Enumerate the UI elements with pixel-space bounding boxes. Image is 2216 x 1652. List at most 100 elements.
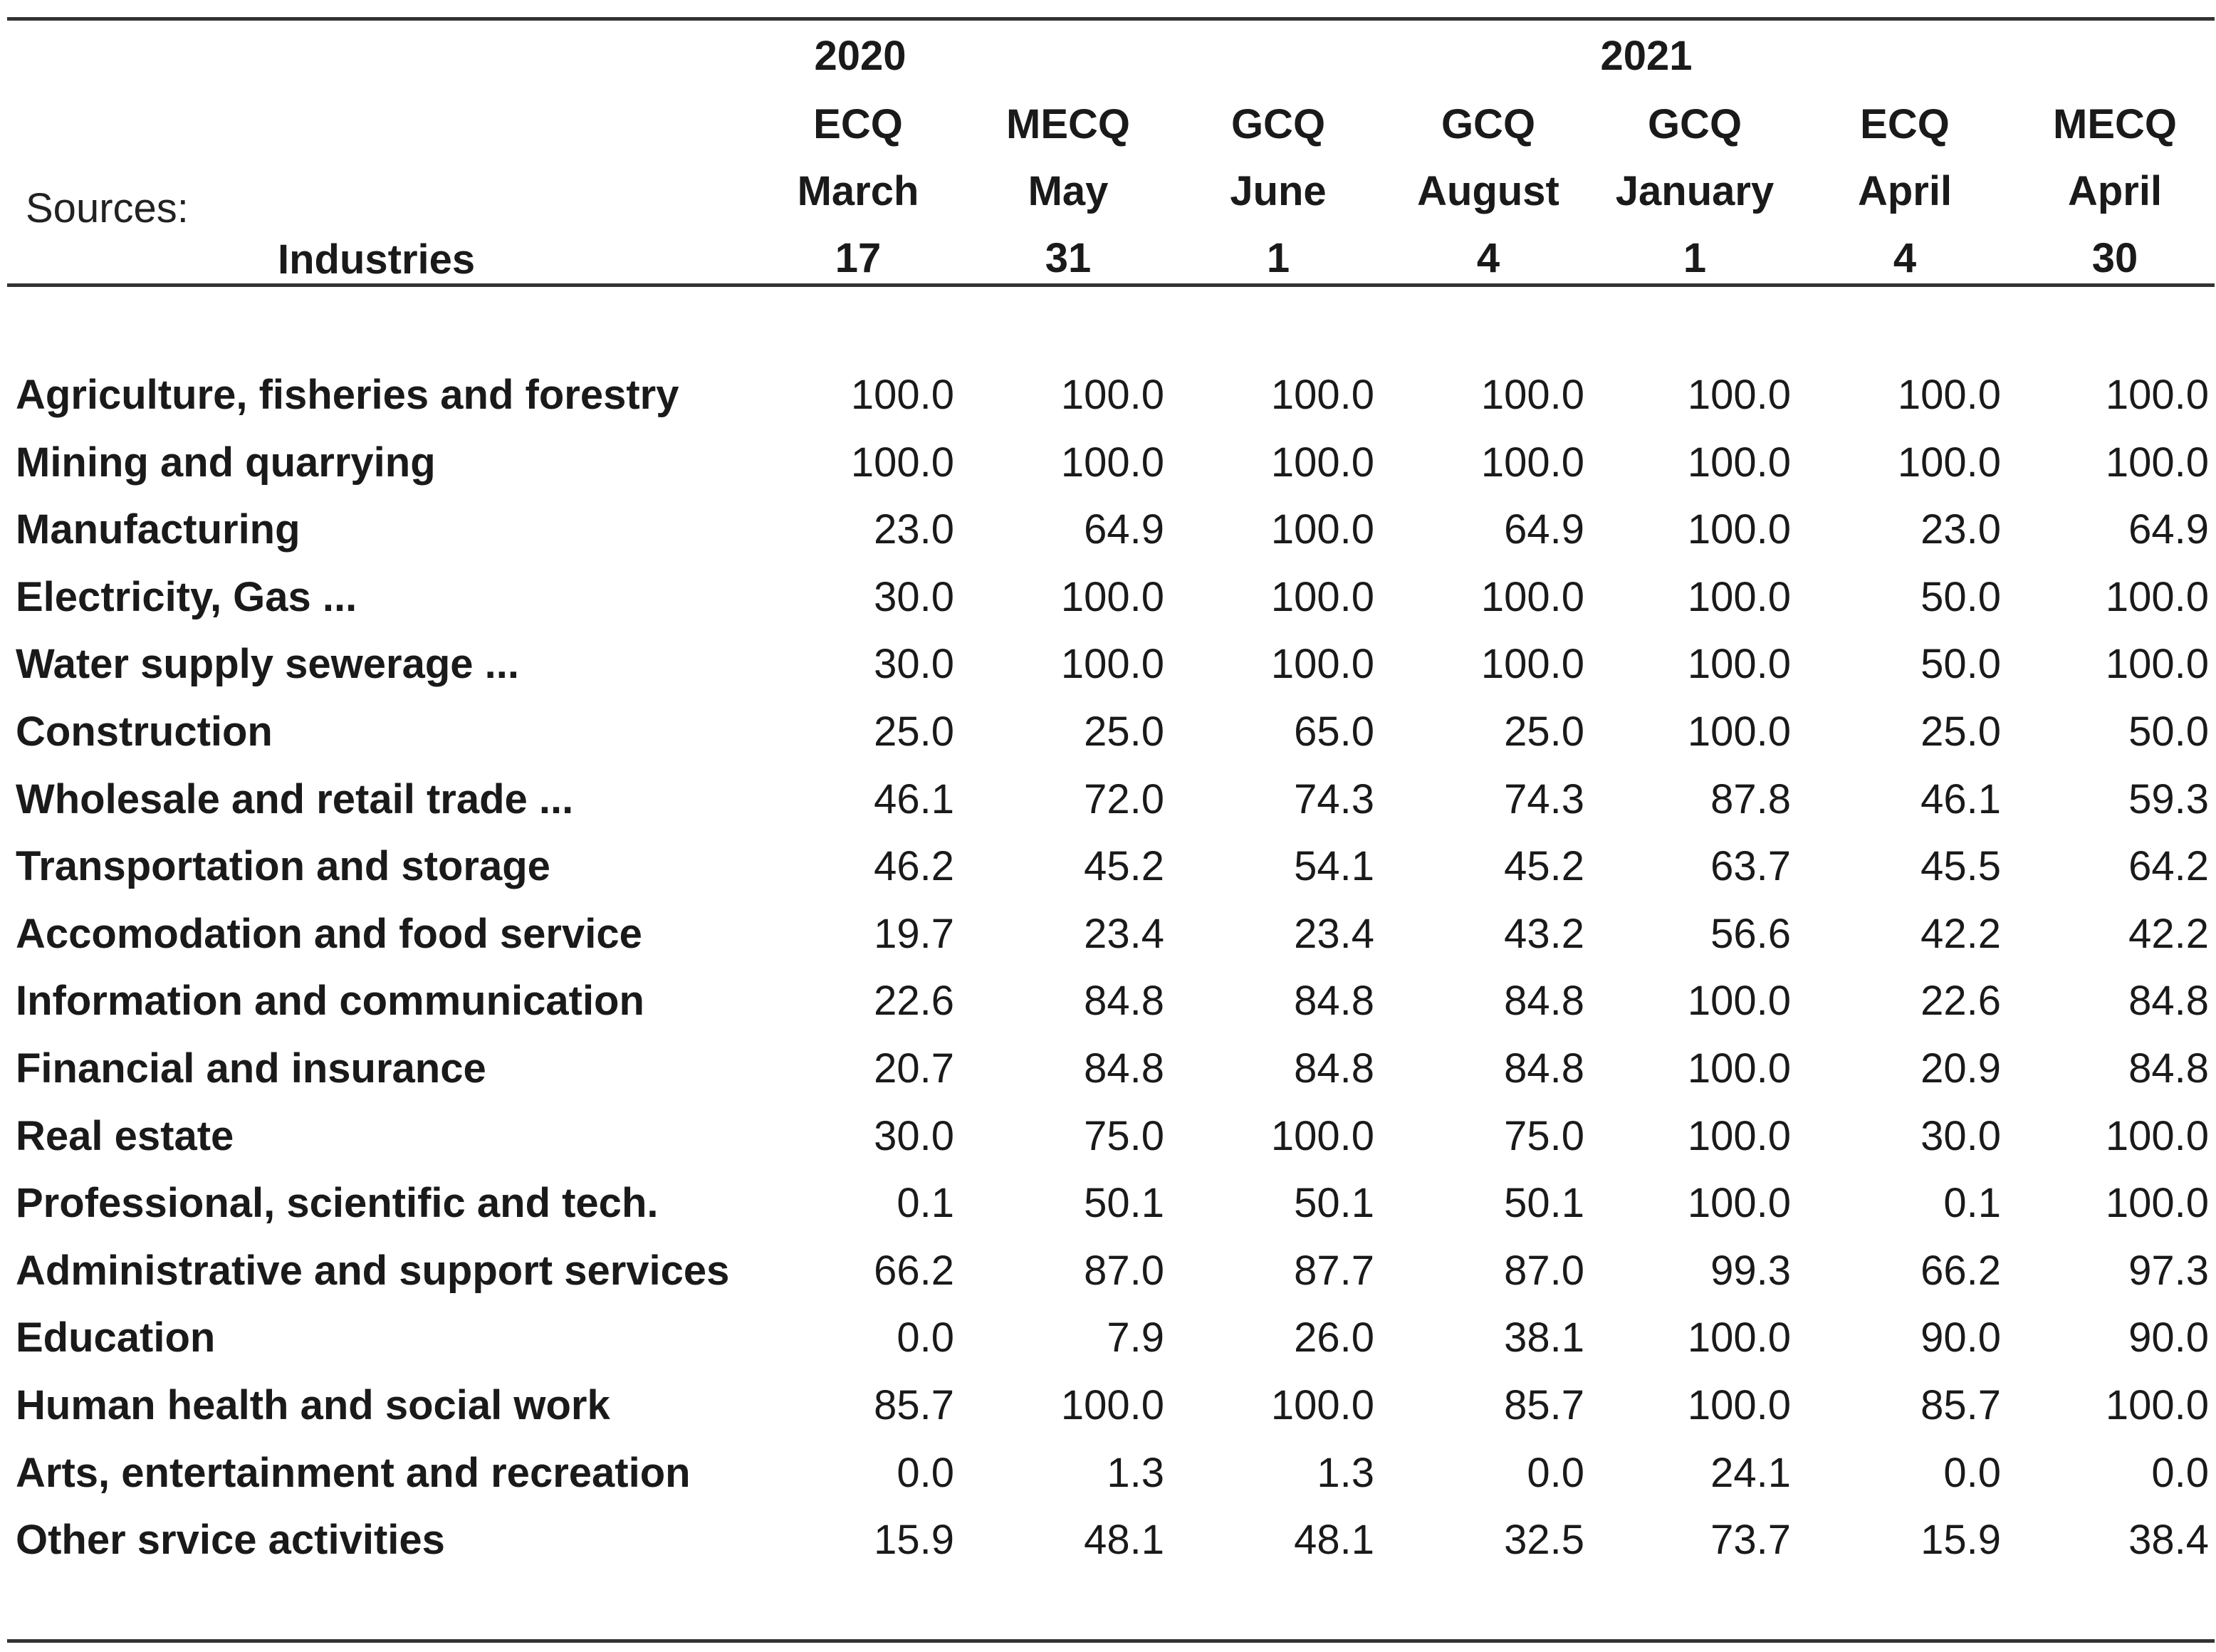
value-cell: 66.2 — [1920, 1247, 2001, 1294]
value-cell: 100.0 — [1270, 1112, 1374, 1159]
column-header: ECQ April 4 — [1798, 100, 2012, 300]
value-cell: 100.0 — [1480, 372, 1584, 418]
column-header: MECQ May 31 — [961, 100, 1175, 300]
table-row: Arts, entertainment and recreation 0.0 1.3… — [0, 1440, 2216, 1507]
industry-label: Education — [16, 1314, 216, 1361]
year-2021: 2021 — [1600, 33, 1693, 79]
value-cell: 100.0 — [1060, 573, 1164, 620]
column-phase: GCQ — [1647, 101, 1742, 147]
value-cell: 50.1 — [1294, 1180, 1374, 1227]
value-cell: 1.3 — [1107, 1449, 1164, 1496]
value-cell: 87.7 — [1294, 1247, 1374, 1294]
column-header: MECQ April 30 — [2008, 100, 2216, 300]
value-cell: 0.0 — [897, 1314, 954, 1361]
value-cell: 100.0 — [1687, 1180, 1791, 1227]
value-cell: 97.3 — [2128, 1247, 2209, 1294]
value-cell: 64.9 — [1084, 506, 1164, 553]
value-cell: 65.0 — [1294, 709, 1374, 755]
table-row: Information and communication 22.6 84.8 84.… — [0, 968, 2216, 1035]
value-cell: 0.0 — [2151, 1449, 2209, 1496]
industry-label: Mining and quarrying — [16, 439, 436, 486]
value-cell: 43.2 — [1504, 910, 1584, 957]
value-cell: 84.8 — [1084, 1045, 1164, 1092]
value-cell: 48.1 — [1294, 1517, 1374, 1564]
value-cell: 100.0 — [1687, 506, 1791, 553]
value-cell: 90.0 — [2128, 1314, 2209, 1361]
table-row: Transportation and storage 46.2 45.2 54.1 45… — [0, 833, 2216, 900]
header-bottom-rule — [7, 283, 2215, 287]
value-cell: 84.8 — [1504, 978, 1584, 1025]
value-cell: 50.1 — [1084, 1180, 1164, 1227]
value-cell: 63.7 — [1710, 843, 1791, 890]
value-cell: 45.2 — [1504, 843, 1584, 890]
column-header: GCQ June 1 — [1171, 100, 1385, 300]
table-row: Other srvice activities 15.9 48.1 48.1 32.5 7… — [0, 1507, 2216, 1574]
table-row: Construction 25.0 25.0 65.0 25.0 100.0 25.0 50.… — [0, 699, 2216, 765]
column-phase: GCQ — [1230, 101, 1326, 147]
value-cell: 22.6 — [1920, 978, 2001, 1025]
value-cell: 100.0 — [1687, 641, 1791, 688]
value-cell: 100.0 — [2105, 1112, 2209, 1159]
value-cell: 64.9 — [1504, 506, 1584, 553]
industry-label: Agriculture, fisheries and forestry — [16, 372, 679, 418]
industry-label: Construction — [16, 709, 273, 755]
industries-header: Industries — [278, 236, 476, 283]
year-2020: 2020 — [814, 33, 906, 79]
value-cell: 23.0 — [1920, 506, 2001, 553]
value-cell: 100.0 — [1687, 1112, 1791, 1159]
table-row: Professional, scientific and tech. 0.1 50.… — [0, 1170, 2216, 1237]
industry-label: Water supply sewerage ... — [16, 641, 519, 688]
industry-label: Administrative and support services — [16, 1247, 730, 1294]
value-cell: 56.6 — [1710, 910, 1791, 957]
table-row: Human health and social work 85.7 100.0 100… — [0, 1372, 2216, 1439]
value-cell: 85.7 — [1920, 1382, 2001, 1428]
column-phase: MECQ — [1006, 101, 1130, 147]
value-cell: 100.0 — [1897, 372, 2001, 418]
industry-label: Professional, scientific and tech. — [16, 1180, 659, 1227]
value-cell: 30.0 — [874, 573, 954, 620]
value-cell: 54.1 — [1294, 843, 1374, 890]
value-cell: 100.0 — [1270, 573, 1374, 620]
value-cell: 50.1 — [1504, 1180, 1584, 1227]
value-cell: 66.2 — [874, 1247, 954, 1294]
industry-label: Accomodation and food service — [16, 910, 642, 957]
column-month: April — [2067, 168, 2163, 214]
value-cell: 42.2 — [2128, 910, 2209, 957]
value-cell: 74.3 — [1504, 775, 1584, 822]
value-cell: 85.7 — [874, 1382, 954, 1428]
column-day: 4 — [1476, 235, 1500, 281]
value-cell: 20.7 — [874, 1045, 954, 1092]
value-cell: 100.0 — [2105, 439, 2209, 486]
value-cell: 24.1 — [1710, 1449, 1791, 1496]
table-row: Agriculture, fisheries and forestry 100.0… — [0, 362, 2216, 429]
sources-label: Sources: — [26, 185, 189, 231]
value-cell: 7.9 — [1107, 1314, 1164, 1361]
value-cell: 1.3 — [1317, 1449, 1374, 1496]
industry-label: Transportation and storage — [16, 843, 550, 890]
value-cell: 50.0 — [1920, 573, 2001, 620]
value-cell: 100.0 — [1270, 439, 1374, 486]
value-cell: 64.2 — [2128, 843, 2209, 890]
value-cell: 99.3 — [1710, 1247, 1791, 1294]
value-cell: 100.0 — [2105, 1180, 2209, 1227]
column-month: April — [1857, 168, 1953, 214]
value-cell: 84.8 — [1294, 1045, 1374, 1092]
column-phase: ECQ — [1860, 101, 1950, 147]
value-cell: 100.0 — [2105, 372, 2209, 418]
table-top-rule — [7, 17, 2215, 21]
column-header: ECQ March 17 — [751, 100, 965, 300]
value-cell: 22.6 — [874, 978, 954, 1025]
value-cell: 100.0 — [1270, 641, 1374, 688]
industry-label: Electricity, Gas ... — [16, 573, 357, 620]
value-cell: 84.8 — [1504, 1045, 1584, 1092]
value-cell: 59.3 — [2128, 775, 2209, 822]
column-month: March — [797, 168, 919, 214]
value-cell: 84.8 — [1294, 978, 1374, 1025]
value-cell: 23.0 — [874, 506, 954, 553]
value-cell: 48.1 — [1084, 1517, 1164, 1564]
value-cell: 100.0 — [1480, 573, 1584, 620]
column-day: 31 — [1045, 235, 1092, 281]
value-cell: 87.0 — [1504, 1247, 1584, 1294]
table-row: Mining and quarrying 100.0 100.0 100.0 100.0… — [0, 429, 2216, 496]
value-cell: 100.0 — [1687, 1045, 1791, 1092]
